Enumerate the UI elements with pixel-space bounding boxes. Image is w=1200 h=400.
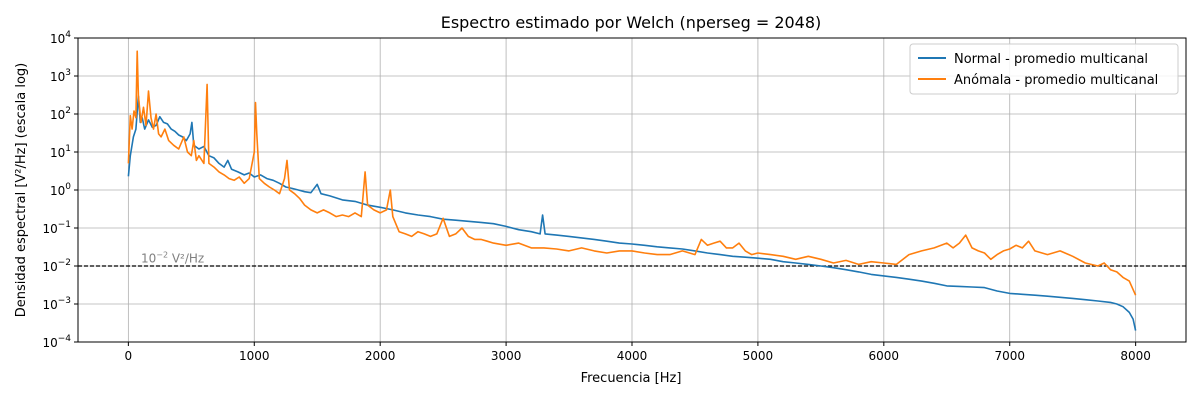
y-tick-label: 10−1 [42, 220, 71, 236]
series-line-2 [127, 50, 1137, 296]
y-tick-label: 104 [50, 30, 71, 46]
x-tick-label: 5000 [743, 349, 774, 363]
y-axis-ticks: 10−4 10−3 10−2 10−1 100 101 102 103 104 [42, 30, 78, 350]
x-tick-label: 8000 [1120, 349, 1151, 363]
reference-annotation: 10−2 V²/Hz [141, 250, 204, 265]
series-line-1 [127, 95, 1137, 331]
y-axis-label: Densidad espectral [V²/Hz] (escala log) [14, 63, 29, 317]
legend-label: Anómala - promedio multicanal [954, 73, 1158, 88]
x-tick-label: 6000 [869, 349, 900, 363]
legend: Normal - promedio multicanal Anómala - pr… [909, 43, 1179, 95]
y-tick-label: 101 [50, 144, 71, 160]
x-axis-label: Frecuencia [Hz] [581, 371, 682, 386]
y-tick-label: 103 [50, 68, 71, 84]
y-tick-label: 102 [50, 106, 71, 122]
x-tick-label: 2000 [365, 349, 396, 363]
y-tick-label: 100 [50, 182, 71, 198]
x-tick-label: 1000 [239, 349, 270, 363]
legend-label: Normal - promedio multicanal [954, 52, 1148, 67]
x-tick-label: 4000 [617, 349, 648, 363]
x-axis-ticks: 0 1000 2000 3000 4000 5000 6000 7000 8000 [125, 342, 1151, 363]
y-tick-label: 10−3 [42, 296, 71, 312]
x-tick-label: 0 [125, 349, 133, 363]
series-layer [127, 50, 1137, 331]
x-tick-label: 7000 [994, 349, 1025, 363]
x-tick-label: 3000 [491, 349, 522, 363]
legend-box [909, 43, 1179, 95]
y-tick-label: 10−4 [42, 334, 71, 350]
y-tick-label: 10−2 [42, 258, 71, 274]
chart-title: Espectro estimado por Welch (nperseg = 2… [441, 13, 822, 32]
